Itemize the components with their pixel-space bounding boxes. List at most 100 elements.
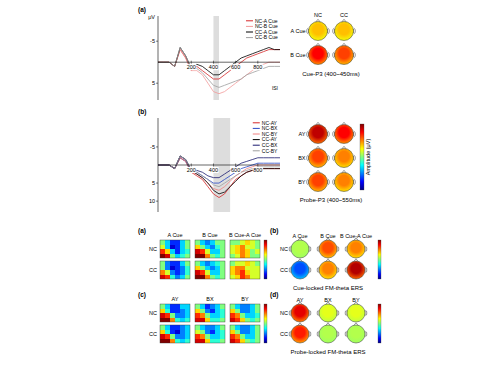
erp-line bbox=[158, 48, 280, 88]
tf-cell bbox=[235, 240, 240, 245]
tf-cell bbox=[230, 309, 235, 314]
tf-cell bbox=[165, 339, 170, 344]
tf-cell bbox=[215, 275, 220, 280]
tf-cell bbox=[250, 261, 255, 266]
tf-cell bbox=[245, 240, 250, 245]
column-header: B Cue-A Cue bbox=[229, 232, 261, 238]
panel-title: Probe-P3 (400~550ms) bbox=[300, 197, 363, 203]
tf-cell bbox=[185, 313, 190, 318]
tf-cell bbox=[240, 339, 245, 344]
row-label: BX bbox=[298, 155, 306, 161]
row-label: NC bbox=[149, 246, 157, 252]
tf-cell bbox=[230, 318, 235, 323]
tf-cell bbox=[240, 325, 245, 330]
tf-map bbox=[230, 304, 260, 322]
tf-cell bbox=[205, 254, 210, 259]
tf-cell bbox=[245, 330, 250, 335]
tf-cell bbox=[165, 270, 170, 275]
tf-cell bbox=[220, 318, 225, 323]
legend-swatch bbox=[253, 139, 260, 140]
tf-cell bbox=[250, 270, 255, 275]
tf-cell bbox=[170, 245, 175, 250]
topomap bbox=[335, 22, 354, 41]
plot-area bbox=[158, 118, 280, 212]
tf-cell bbox=[195, 275, 200, 280]
tf-cell bbox=[160, 254, 165, 259]
y-axis-title: μV bbox=[148, 14, 155, 20]
tf-cell bbox=[185, 330, 190, 335]
label-patch bbox=[231, 167, 241, 173]
tf-cell bbox=[235, 313, 240, 318]
tf-map bbox=[160, 261, 190, 279]
tf-cell bbox=[185, 304, 190, 309]
tf-cell bbox=[195, 334, 200, 339]
tf-cell bbox=[235, 325, 240, 330]
tf-cell bbox=[235, 309, 240, 314]
tf-cell bbox=[160, 330, 165, 335]
tf-cell bbox=[230, 249, 235, 254]
row-label: CC bbox=[280, 331, 288, 337]
x-tick-label: 600 bbox=[231, 167, 240, 173]
tf-cell bbox=[170, 266, 175, 271]
tf-cell bbox=[210, 275, 215, 280]
tf-cell bbox=[220, 254, 225, 259]
tf-cell bbox=[245, 313, 250, 318]
tf-cell bbox=[180, 249, 185, 254]
tf-cell bbox=[220, 245, 225, 250]
tf-cell bbox=[170, 330, 175, 335]
topomap bbox=[347, 304, 365, 322]
tf-cell bbox=[195, 270, 200, 275]
tf-cell bbox=[255, 325, 260, 330]
tf-cell bbox=[220, 240, 225, 245]
tf-cell bbox=[240, 334, 245, 339]
topomap bbox=[291, 240, 309, 258]
label-patch bbox=[253, 64, 263, 70]
topomap bbox=[347, 261, 365, 279]
tf-cell bbox=[240, 245, 245, 250]
label-patch bbox=[231, 64, 241, 70]
tf-cell bbox=[255, 309, 260, 314]
tf-cell bbox=[180, 261, 185, 266]
tf-cell bbox=[165, 330, 170, 335]
tf-cell bbox=[160, 261, 165, 266]
tf-cell bbox=[245, 254, 250, 259]
tf-cell bbox=[160, 339, 165, 344]
tf-cell bbox=[230, 313, 235, 318]
tf-cell bbox=[185, 261, 190, 266]
tf-cell bbox=[250, 266, 255, 271]
tf-frame bbox=[160, 304, 190, 322]
tf-cell bbox=[245, 270, 250, 275]
colorbar bbox=[378, 304, 381, 343]
column-header: CC bbox=[340, 12, 348, 18]
tf-cell bbox=[215, 318, 220, 323]
tf-cell bbox=[170, 270, 175, 275]
y-axis bbox=[158, 16, 159, 100]
tf-map bbox=[230, 240, 260, 258]
tf-cell bbox=[205, 240, 210, 245]
tf-cell bbox=[210, 270, 215, 275]
topomap bbox=[309, 46, 328, 65]
annotation: ISI bbox=[272, 85, 278, 91]
tf-cell bbox=[235, 266, 240, 271]
label-patch bbox=[208, 64, 218, 70]
tf-cell bbox=[165, 304, 170, 309]
tf-cell bbox=[210, 266, 215, 271]
topomap bbox=[319, 325, 337, 343]
tf-frame bbox=[195, 240, 225, 258]
tf-cell bbox=[215, 339, 220, 344]
tf-map bbox=[160, 325, 190, 343]
topomap bbox=[319, 261, 337, 279]
tf-cell bbox=[185, 270, 190, 275]
tf-cell bbox=[175, 240, 180, 245]
tf-cell bbox=[220, 330, 225, 335]
tf-cell bbox=[195, 254, 200, 259]
legend-label: CC-BY bbox=[262, 148, 278, 154]
column-header: A Cue bbox=[168, 232, 183, 238]
tf-cell bbox=[250, 339, 255, 344]
tf-cell bbox=[160, 318, 165, 323]
panel-label: (a) bbox=[138, 227, 146, 235]
topomap-panel: A CueB CueB Cue-A CueNCCCCue-locked FM-t… bbox=[270, 227, 381, 291]
topomap bbox=[335, 149, 354, 168]
column-header: AY bbox=[172, 296, 179, 302]
tf-frame bbox=[195, 325, 225, 343]
